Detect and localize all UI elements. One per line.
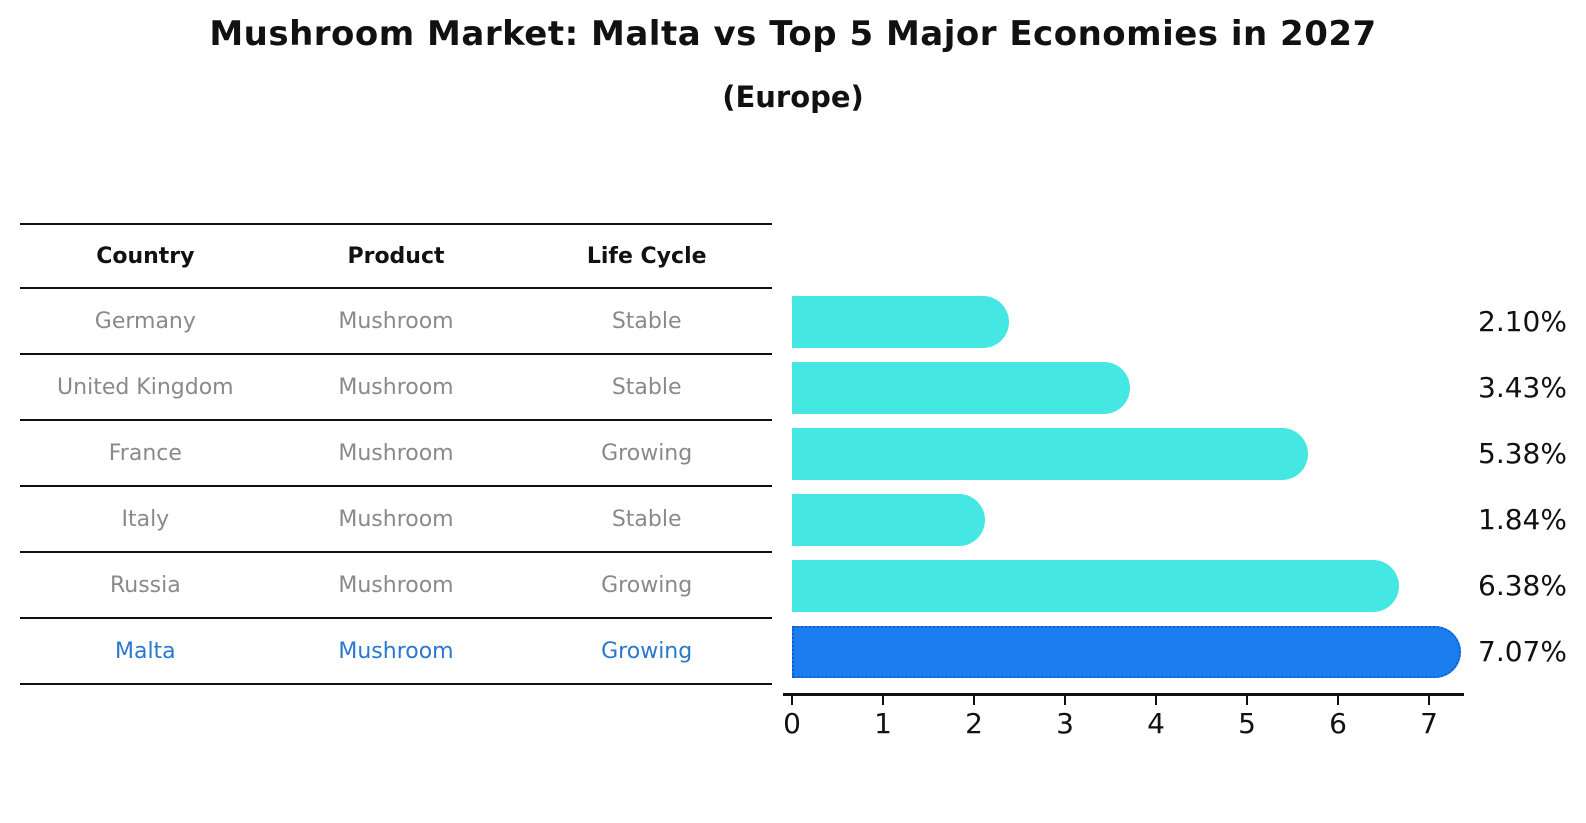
bar-france: [792, 428, 1308, 480]
cell-country: Russia: [109, 572, 181, 598]
value-label-malta: 7.07%: [1478, 635, 1567, 668]
bar-italy: [792, 494, 985, 546]
x-axis-tick-1: [882, 696, 884, 705]
cell-product: Mushroom: [338, 374, 454, 400]
cell-life-cycle: Growing: [601, 440, 693, 466]
chart-title: Mushroom Market: Malta vs Top 5 Major Ec…: [209, 14, 1377, 54]
cell-life-cycle: Stable: [611, 374, 682, 400]
cell-product: Mushroom: [338, 308, 454, 334]
x-axis-tick-label-0: 0: [783, 707, 801, 740]
country-table: Country Product Life Cycle Germany Mushro…: [20, 223, 772, 685]
x-axis-tick-label-2: 2: [965, 707, 983, 740]
table-row-united-kingdom: United Kingdom Mushroom Stable: [20, 355, 772, 421]
cell-product: Mushroom: [338, 440, 454, 466]
value-label-united-kingdom: 3.43%: [1478, 371, 1567, 404]
cell-life-cycle: Stable: [611, 506, 682, 532]
x-axis-tick-label-1: 1: [874, 707, 892, 740]
x-axis-tick-6: [1337, 696, 1339, 705]
table-row-germany: Germany Mushroom Stable: [20, 289, 772, 355]
table-header-row: Country Product Life Cycle: [20, 223, 772, 289]
table-row-italy: Italy Mushroom Stable: [20, 487, 772, 553]
x-axis-tick-label-5: 5: [1238, 707, 1256, 740]
x-axis-tick-4: [1155, 696, 1157, 705]
x-axis-tick-7: [1428, 696, 1430, 705]
x-axis-tick-label-4: 4: [1147, 707, 1165, 740]
value-label-germany: 2.10%: [1478, 305, 1567, 338]
table-body: Germany Mushroom Stable United Kingdom Mushr…: [20, 289, 772, 685]
table-row-france: France Mushroom Growing: [20, 421, 772, 487]
x-axis-tick-3: [1064, 696, 1066, 705]
bar-germany: [792, 296, 1009, 348]
table-header-life-cycle: Life Cycle: [586, 243, 707, 269]
x-axis-tick-0: [791, 696, 793, 705]
x-axis-line: [783, 693, 1464, 696]
chart-subtitle: (Europe): [722, 80, 864, 114]
cell-life-cycle: Stable: [611, 308, 682, 334]
x-axis-tick-5: [1246, 696, 1248, 705]
cell-product: Mushroom: [338, 638, 454, 664]
value-label-russia: 6.38%: [1478, 569, 1567, 602]
cell-product: Mushroom: [338, 506, 454, 532]
cell-country: Malta: [114, 638, 176, 664]
table-row-russia: Russia Mushroom Growing: [20, 553, 772, 619]
value-label-italy: 1.84%: [1478, 503, 1567, 536]
cell-country: Italy: [121, 506, 170, 532]
x-axis-tick-2: [973, 696, 975, 705]
bar-malta: [792, 626, 1461, 678]
cell-life-cycle: Growing: [601, 638, 693, 664]
bar-united-kingdom: [792, 362, 1130, 414]
x-axis-tick-label-6: 6: [1329, 707, 1347, 740]
value-label-france: 5.38%: [1478, 437, 1567, 470]
table-header-country: Country: [96, 243, 195, 269]
cell-country: France: [108, 440, 182, 466]
x-axis-tick-label-3: 3: [1056, 707, 1074, 740]
cell-product: Mushroom: [338, 572, 454, 598]
bar-russia: [792, 560, 1399, 612]
table-header-product: Product: [347, 243, 445, 269]
x-axis-tick-label-7: 7: [1420, 707, 1438, 740]
cell-country: United Kingdom: [57, 374, 234, 400]
cell-life-cycle: Growing: [601, 572, 693, 598]
cell-country: Germany: [94, 308, 196, 334]
table-row-malta: Malta Mushroom Growing: [20, 619, 772, 685]
